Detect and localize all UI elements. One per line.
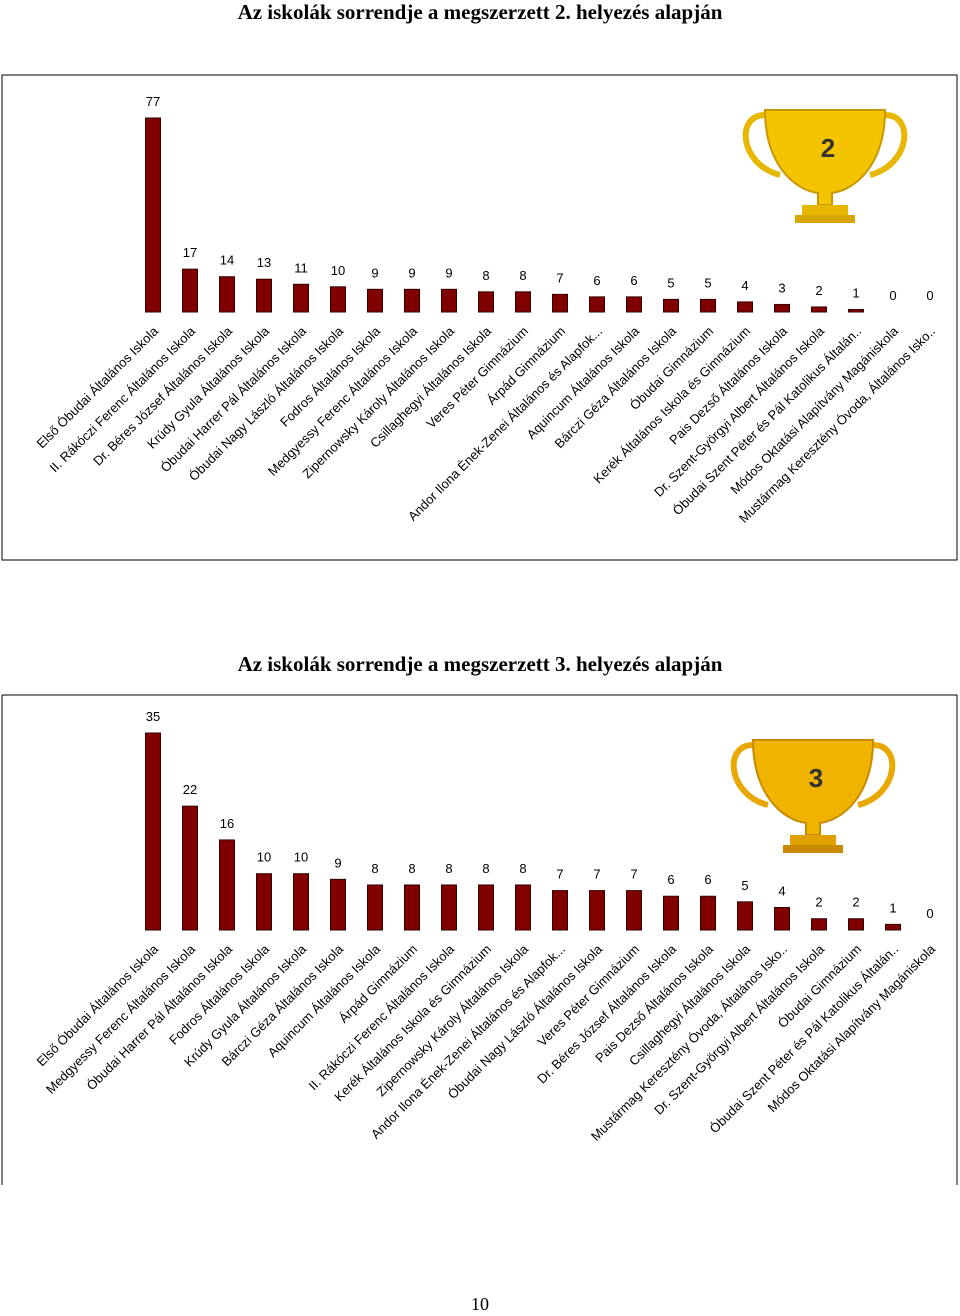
bar [589,890,605,931]
page-number: 10 [471,1294,489,1314]
value-label: 0 [889,288,896,303]
bar [219,839,235,931]
bar [441,884,457,931]
value-label: 11 [294,260,308,275]
value-label: 9 [371,265,378,280]
bar [663,298,679,313]
value-label: 7 [593,867,600,882]
bar [404,288,420,313]
value-label: 8 [482,861,489,876]
value-label: 22 [183,782,197,797]
bar [367,884,383,931]
category-label: Medgyessy Ferenc Általános Iskola [43,941,199,1097]
bar [367,288,383,313]
value-label: 7 [556,270,563,285]
bar [219,276,235,313]
value-label: 8 [519,268,526,283]
value-label: 2 [852,895,859,910]
value-label: 2 [815,895,822,910]
bar [700,895,716,931]
bar [293,873,309,931]
bar [774,303,790,313]
value-label: 5 [741,878,748,893]
bar [441,288,457,313]
chart-frame [1,74,958,561]
value-label: 1 [852,285,859,300]
chart-frame [1,694,958,1185]
bar [552,890,568,931]
value-label: 6 [667,872,674,887]
value-label: 10 [331,263,345,278]
bar [626,890,642,931]
bar [182,268,198,313]
value-label: 10 [257,850,271,865]
value-label: 3 [778,280,785,295]
trophy-number: 2 [821,133,835,163]
bar [145,732,161,931]
bar [737,901,753,931]
value-label: 5 [667,275,674,290]
bar [552,293,568,313]
value-label: 8 [482,268,489,283]
category-label: Dr. Szent-Györgyi Albert Általános Iskol… [651,941,828,1118]
value-label: 10 [294,850,308,865]
value-label: 13 [257,255,271,270]
bar [478,291,494,313]
bar [737,301,753,313]
bar [293,283,309,313]
value-label: 5 [704,275,711,290]
value-label: 7 [556,867,563,882]
category-label: Óbudai Harrer Pál Általános Iskola [83,941,235,1093]
trophy: 3 [730,739,896,853]
value-label: 1 [889,900,896,915]
bar [404,884,420,931]
value-label: 9 [445,265,452,280]
bar [145,117,161,313]
bar [811,306,827,313]
bar [848,308,864,313]
chart-title: Az iskolák sorrendje a megszerzett 2. he… [238,0,723,24]
value-label: 6 [630,273,637,288]
trophy: 2 [742,109,908,223]
value-label: 9 [408,265,415,280]
bar [774,906,790,931]
value-label: 9 [334,855,341,870]
bar [330,878,346,931]
value-label: 77 [146,94,160,109]
value-label: 14 [220,253,234,268]
chart-title: Az iskolák sorrendje a megszerzett 3. he… [238,652,723,676]
bar [700,298,716,313]
bar [663,895,679,931]
bar [256,873,272,931]
bar [515,291,531,313]
value-label: 4 [778,883,785,898]
bar [478,884,494,931]
bar [885,923,901,931]
value-label: 8 [408,861,415,876]
value-label: 7 [630,867,637,882]
bar [626,296,642,313]
bar [330,286,346,313]
value-label: 8 [371,861,378,876]
bar [515,884,531,931]
category-label: Dr. Szent-Györgyi Albert Általános Iskol… [651,323,828,500]
value-label: 35 [146,709,160,724]
value-label: 8 [445,861,452,876]
value-label: 4 [741,278,748,293]
bar [182,805,198,931]
bar [811,918,827,931]
trophy-number: 3 [809,763,823,793]
value-label: 8 [519,861,526,876]
bar [848,918,864,931]
value-label: 0 [926,288,933,303]
value-label: 16 [220,816,234,831]
bar [256,278,272,313]
value-label: 6 [593,273,600,288]
value-label: 17 [183,245,197,260]
value-label: 0 [926,906,933,921]
value-label: 6 [704,872,711,887]
bar [589,296,605,313]
value-label: 2 [815,283,822,298]
